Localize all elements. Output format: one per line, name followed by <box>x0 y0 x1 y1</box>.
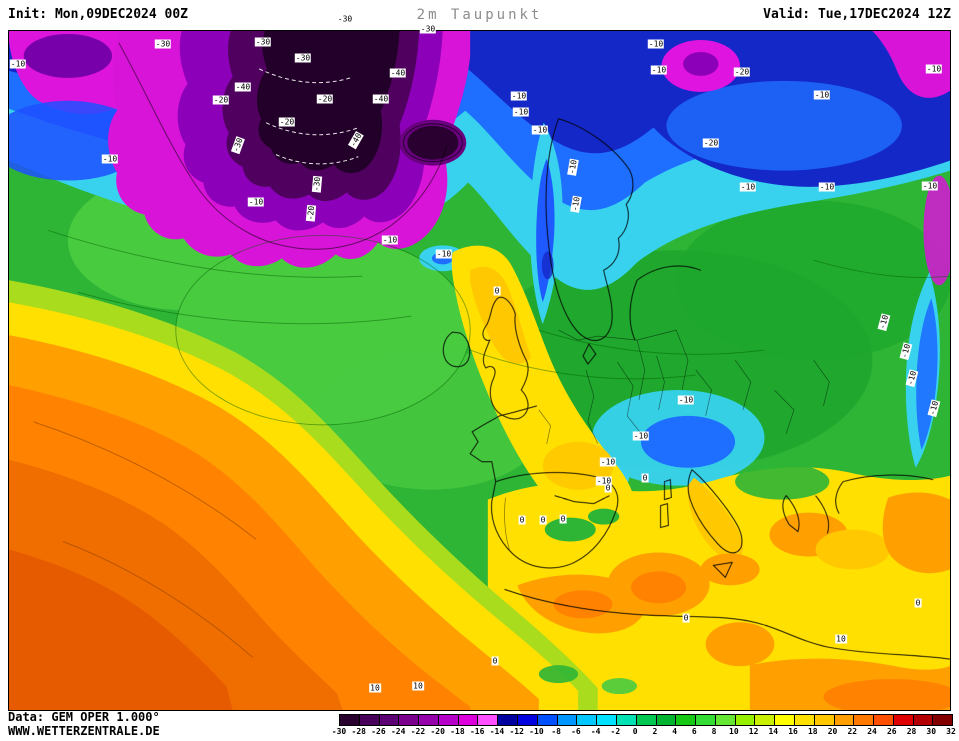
data-source-text: Data: GEM OPER 1.000° <box>8 710 160 724</box>
valid-timestamp: Valid: Tue,17DEC2024 12Z <box>763 7 951 22</box>
colorbar-tick-label: 18 <box>807 727 818 736</box>
colorbar-cell <box>636 715 657 725</box>
colorbar-tick-label: 32 <box>946 727 956 736</box>
colorbar-tick-label: 14 <box>768 727 779 736</box>
colorbar-tick-label: -6 <box>571 727 581 736</box>
colorbar-cell <box>577 715 598 725</box>
colorbar-cell <box>913 715 934 725</box>
colorbar-tick-label: -12 <box>509 727 524 736</box>
map-graphic <box>9 31 950 710</box>
colorbar-cells <box>339 714 953 726</box>
colorbar-cell <box>676 715 697 725</box>
colorbar-tick-label: 6 <box>691 727 697 736</box>
website-text: WWW.WETTERZENTRALE.DE <box>8 724 160 738</box>
colorbar-cell <box>498 715 519 725</box>
colorbar-tick-label: 4 <box>672 727 678 736</box>
colorbar-cell <box>893 715 914 725</box>
colorbar-tick-label: 28 <box>906 727 917 736</box>
colorbar-tick-label: -10 <box>529 727 544 736</box>
colorbar-cell <box>794 715 815 725</box>
map-area <box>8 30 951 711</box>
colorbar-cell <box>597 715 617 725</box>
page-title: 2m Taupunkt <box>416 7 543 23</box>
colorbar-cell <box>755 715 776 725</box>
colorbar-cell <box>340 715 360 725</box>
colorbar-cell <box>775 715 795 725</box>
colorbar-cell <box>359 715 380 725</box>
colorbar-cell <box>715 715 736 725</box>
colorbar-cell <box>518 715 538 725</box>
colorbar-tick-label: 10 <box>729 727 739 736</box>
colorbar-tick-label: 24 <box>867 727 877 736</box>
colorbar-cell <box>735 715 756 725</box>
colorbar-cell <box>814 715 835 725</box>
colorbar-cell <box>399 715 420 725</box>
colorbar-tick-label: -8 <box>551 727 561 736</box>
colorbar-tick-label: -24 <box>390 727 406 736</box>
colorbar-tick-label: 20 <box>827 727 838 736</box>
colorbar-cell <box>854 715 875 725</box>
colorbar-cell <box>379 715 400 725</box>
header: Init: Mon,09DEC2024 00Z 2m Taupunkt Vali… <box>0 0 959 30</box>
coastlines <box>118 42 950 660</box>
country-borders <box>504 329 830 550</box>
colorbar-tick-label: -4 <box>590 727 601 736</box>
colorbar-cell <box>478 715 499 725</box>
colorbar: -30 -28 -26 -24 -22 -20 -18 -16 -14 -12 -10 -8 -6 -4-… <box>332 714 956 738</box>
colorbar-tick-label: -16 <box>469 727 485 736</box>
footer-credits: Data: GEM OPER 1.000° WWW.WETTERZENTRALE… <box>8 710 160 738</box>
colorbar-cell <box>616 715 637 725</box>
colorbar-tick-label: 30 <box>926 727 937 736</box>
colorbar-tick-label: -18 <box>450 727 465 736</box>
colorbar-cell <box>458 715 479 725</box>
colorbar-cell <box>438 715 459 725</box>
colorbar-cell <box>874 715 894 725</box>
colorbar-tick-label: 26 <box>886 727 897 736</box>
colorbar-tick-label: -26 <box>371 727 386 736</box>
colorbar-tick-labels: -30 -28 -26 -24 -22 -20 -18 -16 -14 -12 -10 -8 -6 -4-… <box>332 726 956 738</box>
colorbar-cell <box>656 715 677 725</box>
colorbar-tick-label: -20 <box>430 727 445 736</box>
colorbar-tick-label: 2 <box>652 727 658 736</box>
colorbar-tick-label: 8 <box>711 727 717 736</box>
colorbar-tick-label: -14 <box>489 727 505 736</box>
colorbar-cell <box>834 715 855 725</box>
colorbar-tick-label: 12 <box>748 727 759 736</box>
contour-lines <box>48 229 950 426</box>
colorbar-tick-label: 16 <box>788 727 798 736</box>
colorbar-tick-label: -30 <box>331 727 347 736</box>
colorbar-cell <box>419 715 439 725</box>
colorbar-cell <box>696 715 716 725</box>
colorbar-tick-label: -22 <box>410 727 426 736</box>
colorbar-tick-label: -2 <box>610 727 621 736</box>
colorbar-cell <box>537 715 558 725</box>
init-timestamp: Init: Mon,09DEC2024 00Z <box>8 7 189 22</box>
colorbar-tick-label: 0 <box>632 727 638 736</box>
colorbar-tick-label: 22 <box>847 727 858 736</box>
colorbar-cell <box>557 715 578 725</box>
colorbar-tick-label: -28 <box>351 727 366 736</box>
colorbar-cell <box>933 715 953 725</box>
